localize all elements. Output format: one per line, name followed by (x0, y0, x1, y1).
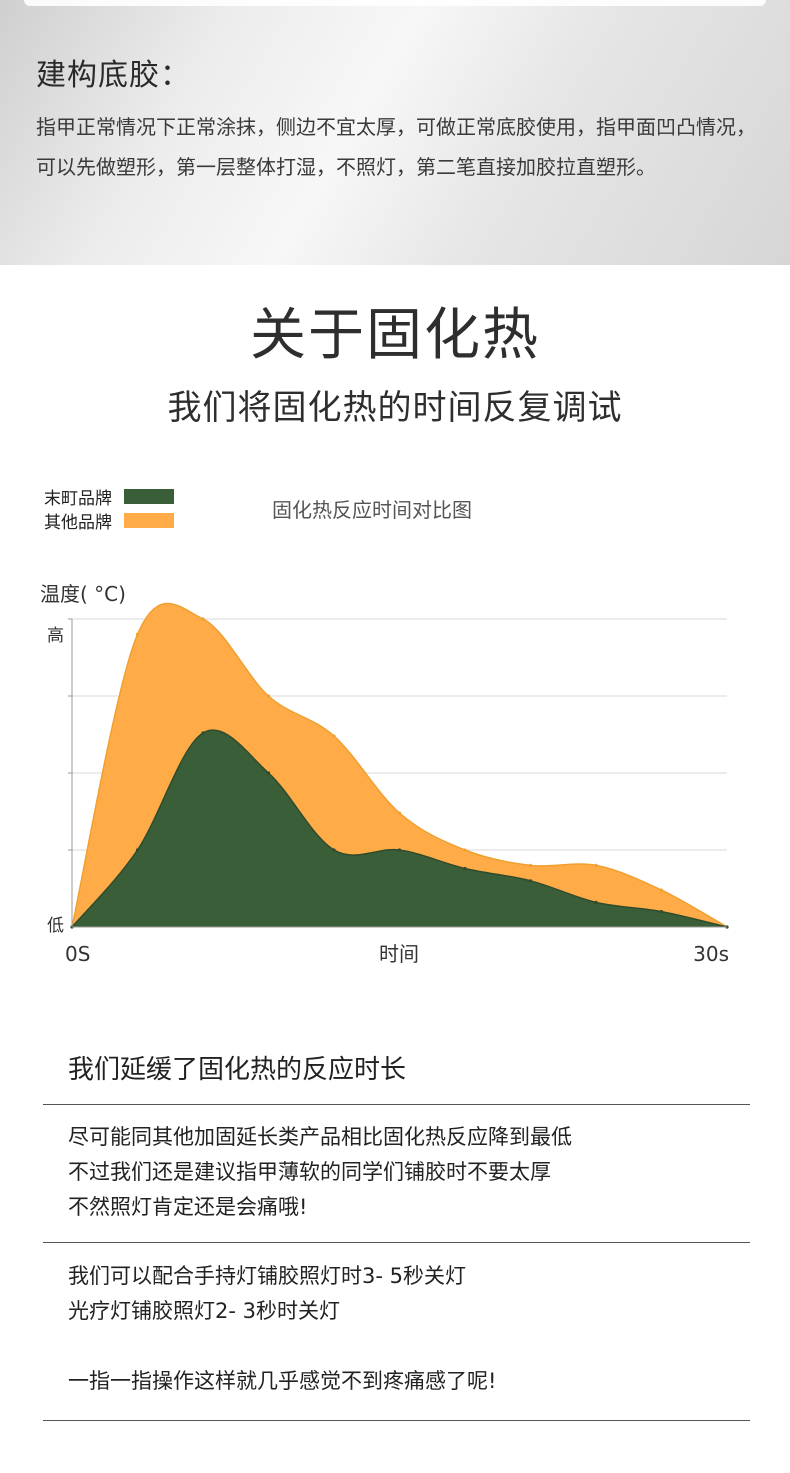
legend-item-brand: 末町品牌 (44, 484, 174, 509)
data-point (201, 617, 205, 621)
section-body: 指甲正常情况下正常涂抹，侧边不宜太厚，可做正常底胶使用，指甲面凹凸情况，可以先做… (36, 115, 756, 179)
info-block-1: 尽可能同其他加固延长类产品相比固化热反应降到最低 不过我们还是建议指甲薄软的同学… (68, 1120, 572, 1225)
data-point (332, 734, 336, 738)
info-title: 我们延缓了固化热的反应时长 (68, 1055, 407, 1085)
chart-title: 固化热反应时间对比图 (272, 498, 472, 522)
closing-line: 一指一指操作这样就几乎感觉不到疼痛感了呢! (68, 1369, 497, 1393)
legend-label-brand: 末町品牌 (44, 488, 112, 509)
area-series-1 (72, 730, 727, 927)
data-point (463, 848, 467, 852)
legend-swatch-other (124, 512, 174, 528)
data-point (528, 863, 533, 867)
chart-legend: 末町品牌 其他品牌 (44, 484, 174, 533)
info-block-2: 我们可以配合手持灯铺胶照灯时3- 5秒关灯 光疗灯铺胶照灯2- 3秒时关灯 (68, 1259, 466, 1329)
y-tick-label-low: 低 (47, 916, 64, 936)
data-point (594, 863, 598, 867)
data-point (659, 888, 664, 892)
sub-heading: 我们将固化热的时间反复调试 (167, 388, 623, 428)
divider (43, 1420, 750, 1421)
data-point (201, 731, 205, 735)
data-point (659, 910, 664, 914)
data-point (266, 771, 271, 775)
info-line: 不过我们还是建议指甲薄软的同学们铺胶时不要太厚 (68, 1160, 551, 1184)
data-point (528, 879, 533, 883)
data-point (332, 848, 336, 852)
main-heading: 关于固化热 (250, 303, 540, 368)
data-point (397, 811, 402, 815)
data-point (594, 900, 598, 904)
info-line: 不然照灯肯定还是会痛哦! (68, 1195, 308, 1219)
legend-swatch-brand (124, 488, 174, 504)
divider (43, 1104, 750, 1105)
x-tick-label-end: 30s (693, 942, 729, 966)
data-point (135, 848, 140, 852)
data-point (463, 866, 467, 871)
data-point (397, 848, 402, 852)
data-point (266, 694, 271, 698)
card-edge (24, 0, 766, 6)
info-line: 光疗灯铺胶照灯2- 3秒时关灯 (68, 1299, 340, 1323)
legend-item-other: 其他品牌 (44, 508, 174, 533)
top-panel: 建构底胶： 指甲正常情况下正常涂抹，侧边不宜太厚，可做正常底胶使用，指甲面凹凸情… (0, 0, 790, 265)
line-series-1 (71, 729, 728, 928)
y-tick-label-high: 高 (47, 626, 64, 646)
info-line: 我们可以配合手持灯铺胶照灯时3- 5秒关灯 (68, 1264, 466, 1288)
info-line: 尽可能同其他加固延长类产品相比固化热反应降到最低 (68, 1125, 572, 1149)
divider (43, 1242, 750, 1243)
x-axis-label: 时间 (379, 942, 419, 966)
y-axis-label: 温度( °C) (40, 582, 126, 606)
data-point (135, 632, 140, 636)
section-title: 建构底胶： (36, 58, 191, 93)
x-tick-label-start: 0S (65, 942, 90, 966)
legend-label-other: 其他品牌 (44, 512, 112, 533)
